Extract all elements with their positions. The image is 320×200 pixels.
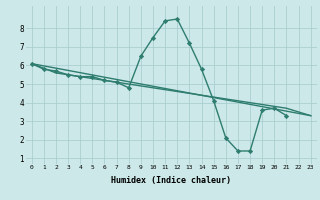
X-axis label: Humidex (Indice chaleur): Humidex (Indice chaleur): [111, 176, 231, 185]
